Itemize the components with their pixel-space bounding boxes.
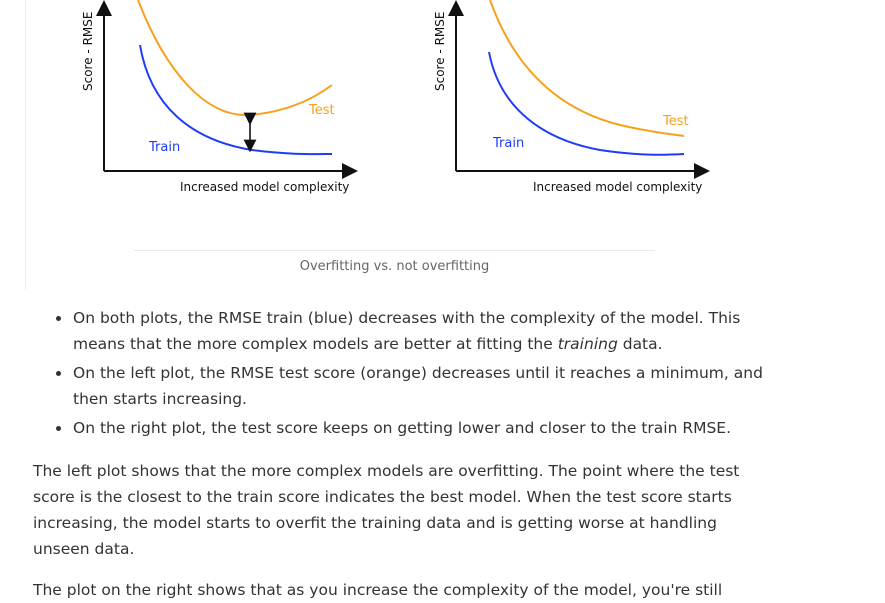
bullet-text: On both plots, the RMSE train (blue) dec… (73, 309, 741, 353)
left-plot-x-label: Increased model complexity (180, 180, 349, 194)
left-plot-test-curve (137, 0, 333, 117)
bullet-dot (56, 426, 61, 431)
paragraph: The plot on the right shows that as you … (33, 581, 723, 599)
content-left-rule (25, 0, 26, 290)
left-plot: Test Train Increased model complexity Sc… (81, 0, 358, 194)
right-plot-train-curve (488, 51, 685, 156)
figure-caption: Overfitting vs. not overfitting (299, 259, 490, 274)
left-plot-y-label: Score - RMSE (81, 12, 95, 91)
left-plot-train-label: Train (148, 140, 180, 155)
right-plot-x-label: Increased model complexity (533, 180, 702, 194)
right-plot-y-label: Score - RMSE (433, 12, 447, 91)
bullet-emphasis: training (557, 335, 618, 353)
bullet-item: On both plots, the RMSE train (blue) dec… (40, 305, 780, 357)
bullet-list: On both plots, the RMSE train (blue) dec… (40, 305, 780, 444)
bullet-dot (56, 371, 61, 376)
paragraph: The left plot shows that the more comple… (33, 462, 740, 558)
right-plot-train-label: Train (492, 136, 524, 151)
figure-overfitting: Test Train Increased model complexity Sc… (0, 0, 885, 290)
bullet-item: On the right plot, the test score keeps … (40, 415, 780, 441)
right-plot-test-label: Test (662, 114, 689, 129)
bullet-text-end: data. (617, 335, 663, 353)
bullet-text: On the right plot, the test score keeps … (73, 419, 732, 437)
left-plot-train-curve (139, 44, 333, 156)
figure-plots: Test Train Increased model complexity Sc… (81, 0, 710, 194)
left-plot-test-label: Test (308, 103, 335, 118)
right-plot-test-curve (489, 0, 685, 137)
bullet-text: On the left plot, the RMSE test score (o… (73, 364, 763, 408)
caption-divider (134, 250, 655, 251)
right-plot: Test Train Increased model complexity Sc… (433, 0, 710, 194)
bullet-dot (56, 316, 61, 321)
bullet-item: On the left plot, the RMSE test score (o… (40, 360, 780, 412)
